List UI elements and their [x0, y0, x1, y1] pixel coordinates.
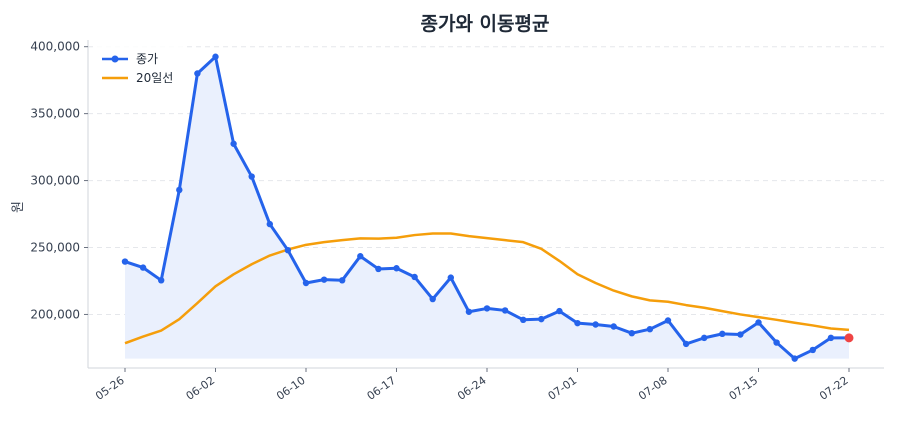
x-tick-label: 05-26: [93, 374, 127, 403]
close-marker: [393, 265, 400, 272]
close-marker: [556, 307, 563, 315]
x-tick-label: 07-08: [636, 374, 670, 403]
plot-area: [121, 53, 854, 362]
close-marker: [646, 325, 654, 333]
legend-ma20-label: 20일선: [136, 71, 173, 85]
close-marker: [465, 308, 473, 315]
close-marker: [194, 70, 201, 77]
y-tick-label: 300,000: [30, 174, 80, 188]
close-marker: [176, 186, 183, 194]
y-axis-label: 원: [11, 201, 26, 213]
close-marker: [429, 295, 436, 303]
last-close-marker: [844, 333, 854, 343]
close-marker: [158, 277, 165, 284]
close-marker: [447, 274, 454, 281]
x-tick-label: 06-02: [184, 374, 218, 403]
legend-box: [96, 45, 184, 91]
close-marker: [719, 330, 726, 338]
close-marker: [520, 316, 527, 324]
x-tick-label: 07-15: [727, 374, 761, 403]
ma20-line: [124, 232, 850, 345]
close-marker: [339, 277, 346, 284]
close-marker: [411, 273, 418, 281]
close-marker: [302, 279, 310, 287]
y-axis: 200,000 250,000 300,000 350,000 400,000: [30, 40, 89, 368]
close-marker: [266, 220, 273, 228]
close-marker: [139, 264, 147, 271]
close-marker: [610, 323, 617, 330]
close-marker: [375, 265, 382, 273]
close-marker: [791, 355, 798, 362]
chart-title: 종가와 이동평균: [421, 13, 550, 35]
close-marker: [574, 319, 581, 327]
close-marker: [483, 305, 491, 312]
close-marker: [773, 339, 780, 346]
y-tick-label: 400,000: [30, 40, 80, 54]
x-tick-label: 07-01: [546, 374, 580, 403]
close-marker: [682, 340, 690, 348]
close-marker: [284, 246, 292, 254]
close-marker: [538, 315, 545, 323]
close-marker: [320, 276, 328, 283]
close-marker: [230, 140, 237, 147]
close-marker: [248, 173, 255, 180]
close-marker: [809, 346, 816, 354]
y-tick-label: 350,000: [30, 107, 80, 121]
close-marker: [755, 319, 762, 326]
close-marker: [212, 53, 219, 60]
close-marker: [628, 329, 635, 337]
legend: 종가 20일선: [96, 45, 184, 91]
x-tick-label: 07-22: [817, 374, 851, 403]
close-marker: [701, 334, 708, 342]
legend-close-label: 종가: [136, 52, 158, 66]
legend-close-marker: [111, 55, 119, 63]
y-tick-label: 250,000: [30, 241, 80, 255]
close-marker: [827, 334, 835, 342]
y-tick-label: 200,000: [30, 307, 80, 321]
close-marker: [664, 317, 672, 324]
x-tick-label: 06-17: [365, 374, 399, 403]
close-marker: [501, 307, 509, 314]
close-marker: [357, 253, 364, 260]
close-marker: [121, 258, 129, 265]
close-marker: [737, 331, 744, 338]
x-tick-label: 06-24: [455, 374, 489, 403]
x-axis: 05-26 06-02 06-10 06-17 06-24 07-01 07-08 07-15…: [88, 367, 884, 403]
close-marker: [592, 321, 599, 328]
x-tick-label: 06-10: [274, 374, 308, 403]
